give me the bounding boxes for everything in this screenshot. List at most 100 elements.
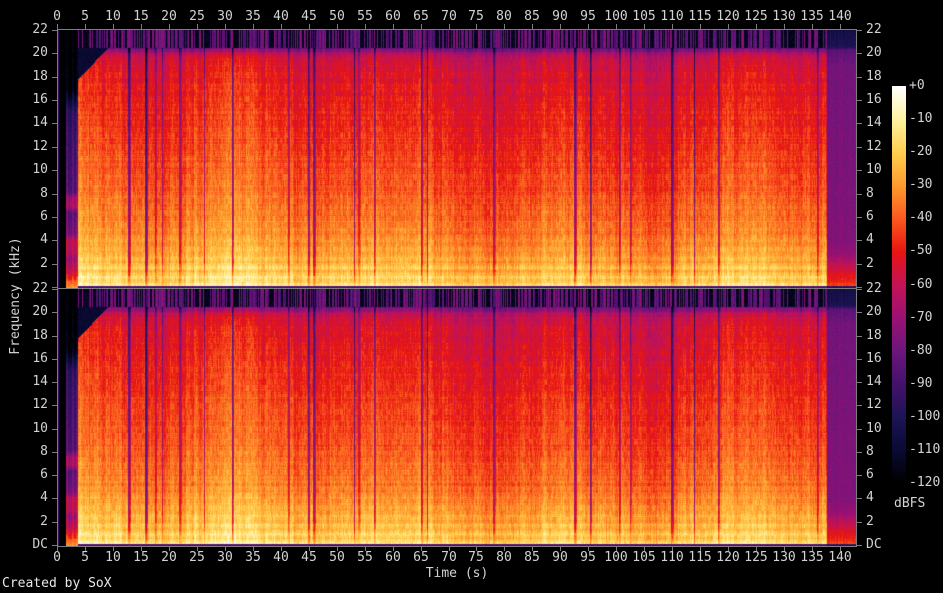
- freq-tick-label: 10: [32, 421, 48, 436]
- freq-tick-label: 14: [32, 374, 48, 389]
- dbfs-tick-label: -60: [909, 277, 933, 292]
- time-tick-label: 10: [105, 9, 121, 24]
- freq-tick-label: 16: [866, 351, 882, 366]
- time-tick: [449, 546, 450, 551]
- freq-tick-label: 22: [32, 22, 48, 37]
- freq-tick: [52, 522, 57, 523]
- time-tick-label: 95: [580, 9, 596, 24]
- time-tick: [560, 24, 561, 29]
- freq-tick-label: 16: [866, 92, 882, 107]
- freq-tick: [857, 522, 862, 523]
- time-tick-label: 85: [524, 550, 540, 565]
- freq-tick: [857, 147, 862, 148]
- time-tick: [421, 546, 422, 551]
- dbfs-tick-label: -10: [909, 111, 933, 126]
- time-tick: [560, 546, 561, 551]
- freq-tick-label: 2: [40, 514, 48, 529]
- freq-tick: [857, 429, 862, 430]
- time-tick-label: 40: [273, 9, 289, 24]
- dbfs-tick-label: -90: [909, 376, 933, 391]
- time-tick: [672, 24, 673, 29]
- time-tick: [644, 24, 645, 29]
- time-tick: [449, 24, 450, 29]
- time-tick: [85, 546, 86, 551]
- time-tick: [532, 24, 533, 29]
- freq-tick-label: 20: [866, 304, 882, 319]
- time-tick: [504, 546, 505, 551]
- freq-tick: [52, 194, 57, 195]
- freq-tick: [52, 452, 57, 453]
- time-tick: [365, 546, 366, 551]
- time-tick-label: 65: [413, 9, 429, 24]
- time-tick: [476, 546, 477, 551]
- freq-tick-label: 18: [32, 328, 48, 343]
- freq-tick-label: 18: [866, 328, 882, 343]
- freq-tick-label: 12: [32, 139, 48, 154]
- time-tick-label: 110: [660, 550, 684, 565]
- freq-tick-label: 20: [32, 45, 48, 60]
- time-tick: [281, 24, 282, 29]
- freq-tick: [52, 336, 57, 337]
- time-tick-label: 95: [580, 550, 596, 565]
- freq-tick: [52, 405, 57, 406]
- time-tick: [700, 546, 701, 551]
- freq-tick: [857, 264, 862, 265]
- freq-tick-label: 2: [40, 256, 48, 271]
- freq-tick-label: 22: [866, 22, 882, 37]
- freq-tick-label: 12: [32, 397, 48, 412]
- time-tick-label: 135: [800, 550, 824, 565]
- time-tick: [309, 546, 310, 551]
- time-tick: [532, 546, 533, 551]
- time-tick-label: 25: [189, 550, 205, 565]
- time-tick: [616, 24, 617, 29]
- dbfs-tick-label: -100: [909, 409, 941, 424]
- dbfs-tick-label: -20: [909, 144, 933, 159]
- freq-tick: [857, 475, 862, 476]
- freq-tick-label: 12: [866, 139, 882, 154]
- time-tick-label: 70: [441, 550, 457, 565]
- time-tick-label: 15: [133, 550, 149, 565]
- freq-tick-label: 6: [40, 209, 48, 224]
- spectrogram-channel-1-canvas: [58, 30, 856, 288]
- freq-tick: [52, 498, 57, 499]
- freq-tick: [857, 123, 862, 124]
- time-tick: [225, 546, 226, 551]
- time-tick: [700, 24, 701, 29]
- freq-tick: [52, 287, 57, 288]
- freq-tick: [857, 312, 862, 313]
- time-tick: [756, 24, 757, 29]
- freq-tick-label: 22: [866, 281, 882, 296]
- freq-tick-label: 2: [866, 256, 874, 271]
- time-tick: [393, 546, 394, 551]
- freq-tick: [857, 194, 862, 195]
- time-tick: [85, 24, 86, 29]
- freq-tick: [857, 452, 862, 453]
- time-axis-label: Time (s): [425, 566, 489, 581]
- time-tick: [812, 24, 813, 29]
- time-tick-label: 135: [800, 9, 824, 24]
- freq-tick-label: DC: [866, 537, 882, 552]
- freq-tick-label: 8: [40, 444, 48, 459]
- freq-tick-label: 4: [40, 490, 48, 505]
- time-tick-label: 115: [688, 9, 712, 24]
- time-tick-label: 120: [716, 9, 740, 24]
- time-tick: [476, 24, 477, 29]
- time-tick-label: 50: [329, 9, 345, 24]
- time-tick: [253, 546, 254, 551]
- freq-tick: [52, 240, 57, 241]
- time-tick-label: 60: [385, 550, 401, 565]
- time-tick-label: 110: [660, 9, 684, 24]
- freq-tick: [52, 264, 57, 265]
- time-tick-label: 20: [161, 9, 177, 24]
- time-tick: [728, 546, 729, 551]
- freq-tick: [857, 100, 862, 101]
- freq-tick: [52, 545, 57, 546]
- time-tick: [281, 546, 282, 551]
- time-tick-label: 30: [217, 9, 233, 24]
- freq-tick: [857, 170, 862, 171]
- freq-tick-label: 4: [866, 490, 874, 505]
- freq-tick: [52, 359, 57, 360]
- freq-tick: [52, 100, 57, 101]
- time-tick-label: 65: [413, 550, 429, 565]
